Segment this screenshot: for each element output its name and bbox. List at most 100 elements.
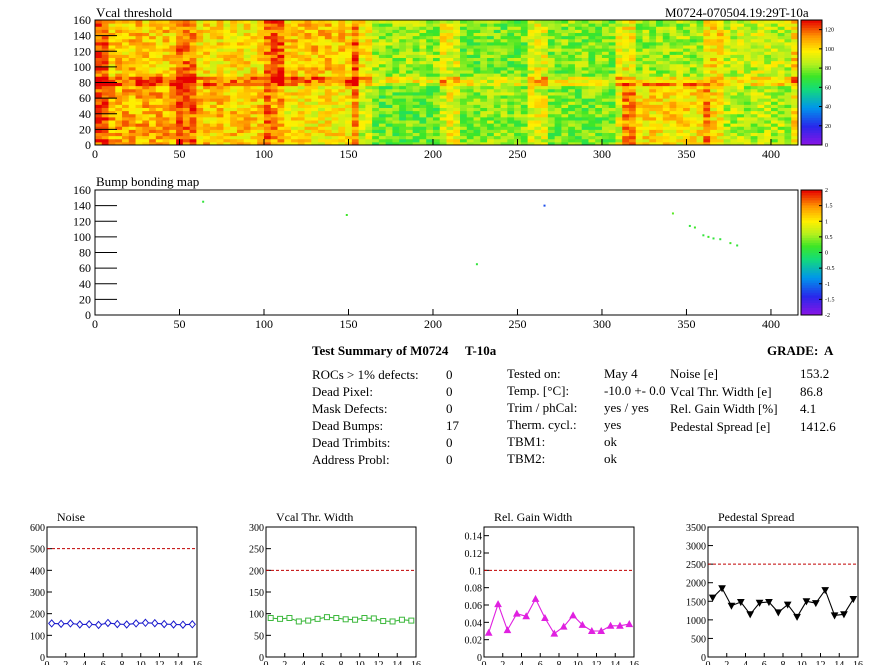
x-tick-label: 12	[374, 660, 384, 665]
heatmap-cell	[649, 135, 657, 140]
heatmap-cell	[257, 66, 265, 71]
summary-value: 153.2	[800, 366, 830, 381]
bump-defect-point	[345, 214, 348, 216]
heatmap-cell	[331, 79, 339, 83]
heatmap-cell	[291, 120, 299, 124]
heatmap-cell	[730, 88, 738, 93]
heatmap-cell	[128, 95, 137, 99]
heatmap-cell	[730, 51, 738, 55]
heatmap-cell	[656, 45, 664, 49]
heatmap-cell	[311, 45, 319, 49]
heatmap-cell	[331, 116, 339, 121]
heatmap-cell	[216, 123, 224, 127]
heatmap-cell	[236, 113, 245, 118]
heatmap-cell	[574, 32, 583, 37]
heatmap-cell	[642, 132, 650, 137]
color-scale-band	[801, 42, 822, 46]
heatmap-cell	[615, 51, 623, 55]
heatmap-cell	[203, 123, 211, 127]
heatmap-cell	[351, 45, 360, 49]
heatmap-cell	[764, 91, 772, 96]
heatmap-cell	[743, 57, 752, 62]
heatmap-cell	[162, 123, 170, 127]
heatmap-cell	[642, 60, 650, 65]
heatmap-cell	[710, 120, 718, 124]
heatmap-cell	[520, 132, 529, 137]
heatmap-cell	[115, 120, 123, 124]
heatmap-cell	[676, 135, 684, 140]
heatmap-cell	[480, 32, 488, 37]
heatmap-cell	[777, 138, 785, 143]
heatmap-cell	[108, 29, 116, 33]
heatmap-cell	[446, 135, 454, 140]
heatmap-cell	[453, 107, 461, 112]
heatmap-cell	[541, 95, 549, 99]
heatmap-cell	[405, 129, 414, 133]
heatmap-cell	[750, 82, 758, 87]
heatmap-cell	[250, 123, 258, 127]
heatmap-cell	[723, 60, 731, 65]
heatmap-cell	[162, 88, 170, 93]
heatmap-cell	[500, 23, 508, 27]
heatmap-cell	[95, 48, 103, 52]
heatmap-cell	[236, 110, 245, 115]
heatmap-cell	[365, 20, 373, 24]
heatmap-cell	[770, 79, 779, 83]
heatmap-cell	[149, 113, 157, 118]
heatmap-cell	[662, 73, 671, 77]
y-tick-label: 100	[73, 230, 91, 244]
data-point	[141, 618, 150, 628]
heatmap-cell	[257, 85, 265, 90]
heatmap-cell	[757, 88, 765, 93]
heatmap-cell	[480, 23, 488, 27]
heatmap-cell	[378, 76, 387, 80]
heatmap-cell	[514, 120, 522, 124]
heatmap-cell	[642, 85, 650, 90]
heatmap-cell	[372, 141, 380, 146]
heatmap-cell	[189, 141, 197, 146]
heatmap-cell	[716, 85, 725, 90]
x-tick-label: 0	[45, 660, 50, 665]
heatmap-cell	[439, 141, 447, 146]
heatmap-cell	[770, 76, 779, 80]
heatmap-cell	[520, 138, 529, 143]
heatmap-cell	[601, 29, 610, 33]
heatmap-cell	[757, 129, 765, 133]
heatmap-cell	[446, 51, 454, 55]
heatmap-cell	[270, 32, 279, 37]
heatmap-cell	[142, 141, 150, 146]
heatmap-cell	[318, 141, 326, 146]
heatmap-cell	[784, 32, 792, 37]
heatmap-cell	[304, 129, 312, 133]
heatmap-cell	[595, 32, 603, 37]
heatmap-cell	[419, 48, 427, 52]
heatmap-cell	[155, 45, 164, 49]
heatmap-cell	[460, 48, 468, 52]
heatmap-cell	[635, 91, 644, 96]
heatmap-cell	[270, 138, 279, 143]
heatmap-cell	[209, 60, 218, 65]
color-scale-band	[801, 125, 822, 128]
heatmap-cell	[345, 120, 353, 124]
heatmap-cell	[534, 104, 542, 108]
heatmap-cell	[554, 79, 562, 83]
heatmap-cell	[243, 20, 251, 24]
summary-label: Address Probl:	[312, 452, 390, 467]
heatmap-cell	[703, 98, 711, 102]
heatmap-cell	[683, 70, 691, 74]
heatmap-cell	[662, 116, 671, 121]
heatmap-cell	[270, 45, 279, 49]
heatmap-cell	[507, 101, 515, 105]
heatmap-cell	[649, 60, 657, 65]
heatmap-cell	[689, 85, 698, 90]
heatmap-cell	[520, 48, 529, 52]
heatmap-cell	[791, 104, 799, 108]
heatmap-cell	[676, 107, 684, 112]
heatmap-cell	[703, 76, 711, 80]
heatmap-cell	[115, 51, 123, 55]
heatmap-cell	[656, 85, 664, 90]
heatmap-cell	[149, 51, 157, 55]
color-scale-band	[801, 100, 822, 103]
heatmap-cell	[574, 70, 583, 74]
data-point	[708, 594, 717, 602]
